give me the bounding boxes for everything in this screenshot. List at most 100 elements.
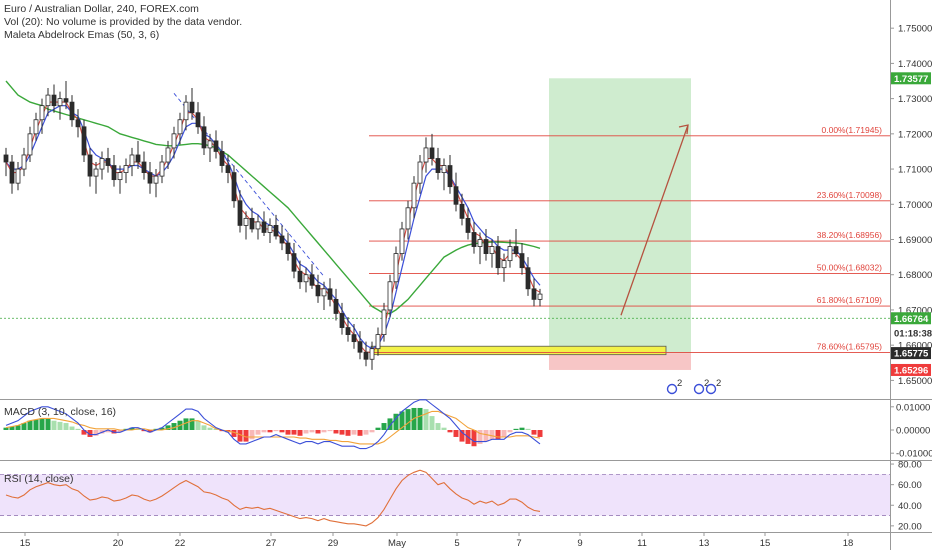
- candle: [381, 302, 387, 342]
- rsi-pane[interactable]: 80.00 60.00 40.00 20.00: [0, 460, 922, 533]
- candle: [93, 162, 99, 194]
- macd-bar: [3, 427, 9, 430]
- macd-bar: [279, 430, 285, 433]
- candle-body: [441, 165, 447, 173]
- macd-bar: [441, 427, 447, 430]
- candle: [333, 288, 339, 321]
- candle-body: [375, 334, 381, 350]
- macd-bar: [9, 426, 15, 430]
- candle-body: [501, 260, 507, 269]
- candle: [273, 214, 279, 240]
- candle-body: [117, 172, 123, 181]
- macd-bar: [531, 430, 537, 435]
- candle-body: [33, 119, 39, 135]
- macd-bar: [495, 430, 501, 440]
- macd-bar: [171, 423, 177, 430]
- candle-body: [537, 293, 543, 300]
- candle: [45, 88, 51, 117]
- candle: [321, 281, 327, 310]
- candle-body: [513, 246, 519, 254]
- price-tag-label: 1.65775: [894, 349, 929, 360]
- candle: [525, 257, 531, 296]
- candle: [417, 154, 423, 194]
- candle-body: [465, 217, 471, 233]
- candle-body: [369, 348, 375, 360]
- candle: [435, 147, 441, 180]
- candle-body: [93, 168, 99, 177]
- candle: [393, 246, 399, 289]
- macd-bar: [417, 407, 423, 430]
- macd-bar: [75, 428, 81, 430]
- candle: [153, 169, 159, 198]
- candle: [81, 119, 87, 163]
- candle-body: [123, 165, 129, 173]
- candle-body: [171, 133, 177, 149]
- time-tick-label: 22: [175, 538, 186, 549]
- candle-body: [87, 154, 93, 177]
- candle-body: [423, 147, 429, 163]
- candle-body: [387, 281, 393, 311]
- candle: [159, 154, 165, 184]
- macd-bar: [69, 426, 75, 430]
- candle: [57, 91, 63, 120]
- symbol-legend: Euro / Australian Dollar, 240, FOREX.com: [4, 3, 199, 15]
- time-tick-label: 20: [113, 538, 124, 549]
- macd-bar: [15, 425, 21, 430]
- candle-body: [495, 246, 501, 269]
- candle: [201, 116, 207, 155]
- candle: [255, 214, 261, 240]
- macd-tick-label: -0.01000: [896, 449, 932, 460]
- macd-bar: [369, 430, 375, 433]
- candle: [477, 232, 483, 265]
- candle: [51, 84, 57, 113]
- candle: [375, 327, 381, 356]
- macd-tick-label: 0.00000: [896, 426, 930, 437]
- macd-bar: [513, 428, 519, 430]
- candle-body: [135, 154, 141, 163]
- candle-body: [279, 235, 285, 244]
- candle-body: [483, 239, 489, 254]
- volume-legend: Vol (20): No volume is provided by the d…: [4, 16, 243, 28]
- macd-bar: [117, 430, 123, 433]
- candle: [339, 302, 345, 335]
- rsi-tick-label: 60.00: [898, 480, 922, 491]
- macd-bar: [351, 430, 357, 435]
- arrow-head: [678, 124, 689, 135]
- candle-body: [507, 246, 513, 262]
- macd-bar: [483, 430, 489, 442]
- macd-bar: [249, 430, 255, 440]
- candle: [141, 151, 147, 180]
- rsi-tick-label: 40.00: [898, 501, 922, 512]
- time-axis[interactable]: 15 20 22 27 29 May 5 7 9 11 13 15 18: [0, 532, 932, 549]
- candle: [327, 278, 333, 307]
- candle-body: [147, 172, 153, 184]
- fib-label: 61.80%(1.67109): [817, 295, 882, 305]
- price-tag: [891, 72, 931, 85]
- candle-body: [165, 147, 171, 163]
- macd-bar: [159, 427, 165, 430]
- fib-label: 50.00%(1.68032): [817, 263, 882, 273]
- candle: [237, 190, 243, 233]
- price-tag-label: 01:18:38: [894, 328, 932, 339]
- macd-bar: [315, 430, 321, 434]
- candle: [75, 109, 81, 138]
- macd-bar: [63, 423, 69, 430]
- entry-box: [370, 345, 667, 356]
- macd-bar: [93, 430, 99, 436]
- macd-bar: [507, 430, 513, 433]
- macd-bar: [285, 430, 291, 435]
- candle: [369, 341, 375, 370]
- macd-bar: [213, 428, 219, 430]
- macd-bar: [135, 428, 141, 430]
- ema-slow-line: [5, 80, 541, 315]
- stop-zone: [549, 353, 691, 370]
- macd-pane[interactable]: 0.01000 0.00000 -0.01000: [0, 399, 932, 461]
- time-tick-label: 9: [577, 538, 582, 549]
- time-tick-label: 18: [843, 538, 854, 549]
- macd-bar: [261, 430, 267, 433]
- time-tick-label: 5: [454, 538, 459, 549]
- macd-bar: [297, 430, 303, 436]
- macd-bar: [87, 430, 93, 437]
